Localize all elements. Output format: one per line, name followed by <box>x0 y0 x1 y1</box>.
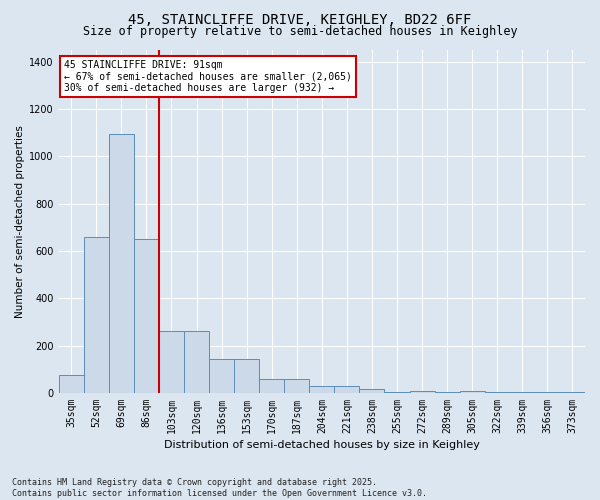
Bar <box>560 392 585 393</box>
Bar <box>159 332 184 393</box>
Text: Contains HM Land Registry data © Crown copyright and database right 2025.
Contai: Contains HM Land Registry data © Crown c… <box>12 478 427 498</box>
Bar <box>209 358 234 393</box>
Text: 45 STAINCLIFFE DRIVE: 91sqm
← 67% of semi-detached houses are smaller (2,065)
30: 45 STAINCLIFFE DRIVE: 91sqm ← 67% of sem… <box>64 60 352 94</box>
Bar <box>334 386 359 393</box>
Bar <box>460 390 485 393</box>
Bar <box>485 392 510 393</box>
Bar <box>234 358 259 393</box>
Bar <box>510 392 535 393</box>
Bar <box>284 379 309 393</box>
Bar <box>385 392 410 393</box>
Text: 45, STAINCLIFFE DRIVE, KEIGHLEY, BD22 6FF: 45, STAINCLIFFE DRIVE, KEIGHLEY, BD22 6F… <box>128 12 472 26</box>
Bar <box>184 332 209 393</box>
Bar <box>410 390 434 393</box>
Bar <box>84 237 109 393</box>
Bar <box>309 386 334 393</box>
Text: Size of property relative to semi-detached houses in Keighley: Size of property relative to semi-detach… <box>83 25 517 38</box>
Bar <box>259 379 284 393</box>
Bar <box>109 134 134 393</box>
Y-axis label: Number of semi-detached properties: Number of semi-detached properties <box>15 125 25 318</box>
Bar <box>134 239 159 393</box>
Bar <box>59 375 84 393</box>
Bar <box>359 390 385 393</box>
X-axis label: Distribution of semi-detached houses by size in Keighley: Distribution of semi-detached houses by … <box>164 440 480 450</box>
